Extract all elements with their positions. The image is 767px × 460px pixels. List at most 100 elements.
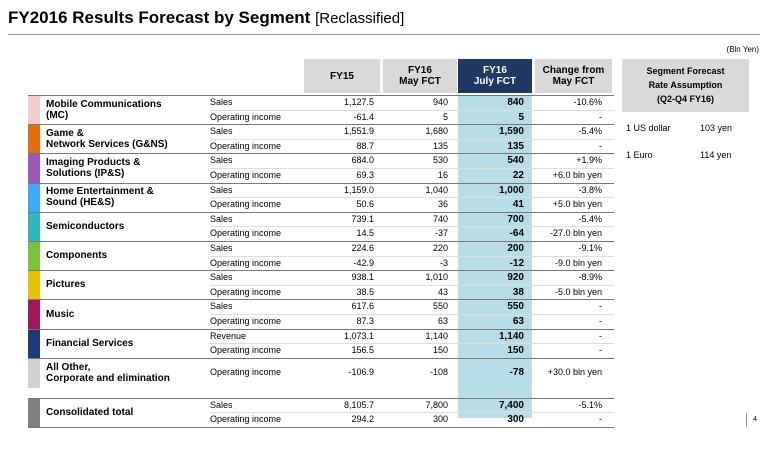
fy15-value: 87.3 (356, 316, 374, 326)
july-fct-value: 38 (512, 286, 524, 298)
july-fct-value: 920 (507, 272, 524, 284)
row-divider (210, 168, 614, 169)
may-fct-value: 1,140 (425, 330, 448, 341)
change-value: - (599, 330, 602, 341)
segment-name-line2: (MC) (46, 109, 69, 121)
rate-eur-label: 1 Euro (626, 150, 653, 160)
fy15-value: -61.4 (353, 111, 374, 122)
may-fct-value: 1,040 (425, 184, 448, 195)
may-fct-value: 740 (432, 213, 448, 224)
segment-divider (28, 270, 614, 272)
segment-color-bar (28, 212, 40, 241)
segment-divider (28, 328, 614, 330)
row-divider (210, 343, 614, 345)
segment-divider (28, 397, 614, 399)
segment-divider (28, 299, 614, 301)
metric-label: Sales (210, 155, 233, 166)
fy15-value: 50.6 (356, 199, 374, 210)
fy15-value: 14.5 (356, 228, 374, 239)
july-fct-value: -12 (509, 257, 524, 269)
metric-label: Operating income (210, 170, 282, 180)
fy15-value: 739.1 (351, 213, 374, 224)
page-number: 4 (753, 416, 757, 423)
fy15-value: 1,127.5 (343, 97, 374, 107)
july-fct-value: -64 (509, 228, 524, 240)
fy15-value: 69.3 (356, 170, 374, 180)
segment-name-line1: Imaging Products & (46, 157, 141, 168)
unit-label: (Bln Yen) (726, 45, 759, 54)
may-fct-value: -3 (439, 257, 448, 268)
fy15-value: 224.6 (351, 243, 374, 253)
fy15-value: 1,159.0 (343, 184, 374, 195)
col-chg-l2: May FCT (552, 76, 595, 87)
may-fct-value: 135 (432, 140, 448, 151)
rate-eur-value: 114 yen (700, 150, 732, 160)
segment-name: Semiconductors (46, 221, 206, 232)
col-july-fct: FY16 July FCT (458, 59, 532, 93)
segment-name: Music (46, 309, 206, 320)
metric-label: Operating income (210, 286, 282, 297)
july-fct-value: 700 (507, 213, 524, 225)
col-may-l1: FY16 (408, 65, 432, 76)
col-fy15: FY15 (304, 59, 380, 93)
may-fct-value: 36 (437, 199, 448, 210)
metric-label: Operating income (210, 199, 282, 210)
may-fct-value: 5 (442, 111, 448, 122)
segment-name-line1: Pictures (46, 279, 86, 291)
segment-name: All Other, Corporate and elimination (46, 362, 206, 384)
fy15-value: 938.1 (351, 272, 374, 283)
may-fct-value: 550 (432, 301, 448, 312)
july-fct-value: 63 (512, 316, 524, 327)
segment-name-line1: Home Entertainment & (46, 186, 154, 198)
segment-divider (28, 124, 614, 126)
july-fct-value: 22 (512, 170, 524, 181)
segment-color-bar (28, 300, 40, 329)
july-fct-value: 840 (507, 97, 524, 108)
metric-label: Operating income (210, 366, 282, 377)
segment-name-line1: All Other, (46, 361, 91, 373)
change-value: - (599, 140, 602, 151)
july-fct-value: 1,140 (498, 330, 524, 342)
segment-divider (28, 95, 614, 96)
col-may-fct: FY16 May FCT (383, 59, 457, 93)
fy15-value: 617.6 (351, 301, 374, 312)
segment-name-line2: Sound (HE&S) (46, 197, 115, 209)
may-fct-value: 16 (437, 170, 448, 180)
segment-color-bar (28, 242, 40, 271)
row-divider (210, 197, 614, 199)
row-divider (210, 138, 614, 140)
table-bottom-rule (28, 427, 614, 428)
change-value: -5.4% (578, 213, 602, 224)
change-value: -9.1% (578, 243, 602, 253)
segment-name: Consolidated total (46, 407, 206, 418)
fy15-value: 38.5 (356, 286, 374, 297)
change-value: - (599, 345, 602, 356)
change-value: - (599, 111, 602, 122)
may-fct-value: 7,800 (425, 399, 448, 410)
segment-color-bar (28, 125, 40, 154)
rate-head-l3: (Q2-Q4 FY16) (656, 94, 714, 104)
july-fct-value: 300 (507, 414, 524, 426)
july-fct-value: 1,000 (498, 184, 524, 196)
fy15-value: 156.5 (351, 345, 374, 356)
change-value: -5.4% (578, 126, 602, 137)
col-july-l2: July FCT (473, 76, 517, 87)
may-fct-value: 1,010 (425, 272, 448, 283)
metric-label: Operating income (210, 140, 282, 151)
fy15-value: 1,073.1 (343, 330, 374, 341)
segment-name: Imaging Products & Solutions (IP&S) (46, 157, 206, 179)
segment-color-bar (28, 96, 40, 125)
row-divider (210, 284, 614, 286)
segment-name-line1: Semiconductors (46, 220, 125, 232)
change-value: -10.6% (573, 97, 602, 107)
segment-name: Pictures (46, 279, 206, 290)
may-fct-value: 150 (432, 345, 448, 356)
metric-label: Sales (210, 126, 233, 137)
metric-label: Operating income (210, 111, 282, 122)
segment-name: Game & Network Services (G&NS) (46, 128, 206, 150)
segment-name-line1: Game & (46, 127, 84, 139)
july-fct-value: 135 (507, 140, 524, 152)
segment-name-line2: Solutions (IP&S) (46, 168, 125, 179)
metric-label: Sales (210, 272, 233, 283)
row-divider (210, 314, 614, 315)
